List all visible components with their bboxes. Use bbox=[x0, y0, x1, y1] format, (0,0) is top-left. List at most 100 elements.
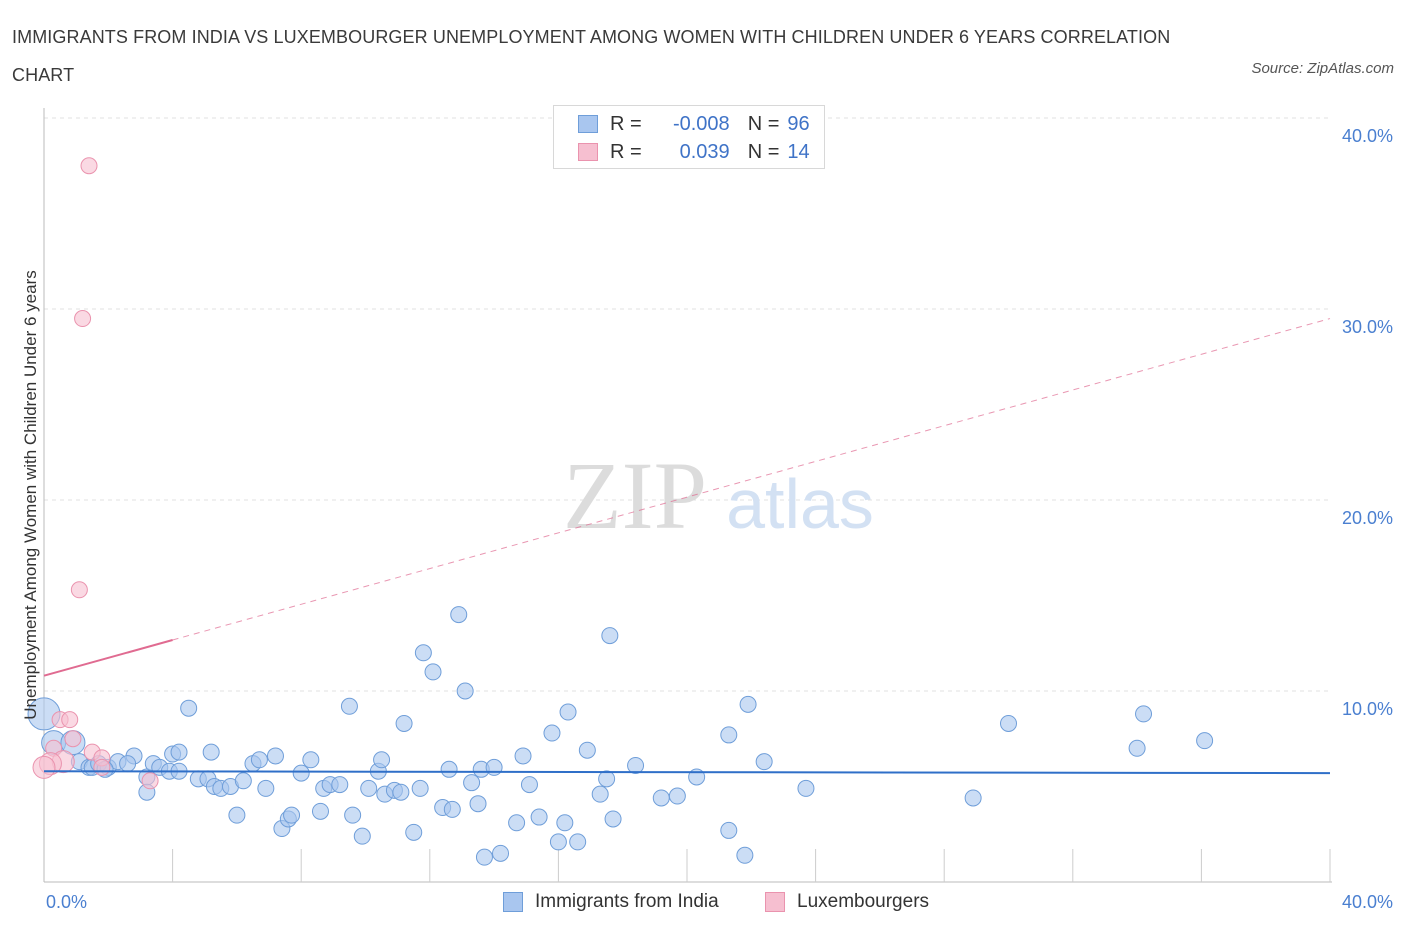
y-tick-label: 20.0% bbox=[1342, 508, 1393, 528]
lux-trend-line-dashed bbox=[172, 318, 1331, 641]
india-point bbox=[520, 776, 538, 794]
india-point bbox=[202, 743, 220, 761]
india-point bbox=[340, 697, 358, 715]
india-point bbox=[668, 787, 686, 805]
india-point bbox=[257, 779, 275, 797]
india-point bbox=[475, 848, 493, 866]
lux-point bbox=[32, 755, 56, 779]
legend-row-india: R = -0.008 N = 96 bbox=[578, 112, 810, 136]
legend-r-label: R = bbox=[610, 140, 642, 163]
india-point bbox=[556, 814, 574, 832]
bottom-legend-lux: Luxembourgers bbox=[765, 888, 929, 916]
bottom-legend-label-lux: Luxembourgers bbox=[797, 891, 930, 912]
india-point bbox=[549, 833, 567, 851]
legend-n-label: N = bbox=[747, 140, 780, 163]
stats-legend: R = -0.008 N = 96 R = 0.039 N = 14 bbox=[553, 105, 825, 169]
india-point bbox=[720, 726, 738, 744]
series-lux-points bbox=[32, 157, 159, 790]
india-point bbox=[964, 789, 982, 807]
legend-r-value: 0.039 bbox=[679, 140, 730, 163]
india-point bbox=[736, 846, 754, 864]
lux-trend-line-solid bbox=[43, 639, 173, 677]
y-axis-label: Unemployment Among Women with Children U… bbox=[21, 270, 40, 719]
india-point bbox=[180, 699, 198, 717]
lux-point bbox=[70, 581, 88, 599]
lux-point bbox=[74, 310, 92, 328]
lux-point bbox=[80, 157, 98, 175]
india-point bbox=[492, 844, 510, 862]
y-tick-label: 30.0% bbox=[1342, 317, 1393, 337]
india-point bbox=[463, 774, 481, 792]
x-tick-label: 40.0% bbox=[1342, 892, 1393, 912]
india-point bbox=[283, 806, 301, 824]
india-point bbox=[450, 606, 468, 624]
india-point bbox=[601, 627, 619, 645]
india-point bbox=[1135, 705, 1153, 723]
india-point bbox=[170, 743, 188, 761]
lux-point bbox=[93, 758, 111, 776]
india-point bbox=[395, 714, 413, 732]
india-point bbox=[1128, 739, 1146, 757]
india-point bbox=[250, 751, 268, 769]
bottom-legend-swatch-lux bbox=[765, 892, 785, 912]
india-point bbox=[530, 808, 548, 826]
india-point bbox=[331, 776, 349, 794]
india-point bbox=[119, 755, 137, 773]
legend-n-value: 14 bbox=[787, 140, 810, 163]
series-india-points bbox=[27, 606, 1214, 866]
india-trend-line bbox=[43, 770, 1331, 775]
india-point bbox=[411, 779, 429, 797]
india-point bbox=[514, 747, 532, 765]
axes bbox=[43, 108, 1332, 883]
india-point bbox=[266, 747, 284, 765]
india-point bbox=[591, 785, 609, 803]
india-point bbox=[311, 802, 329, 820]
india-point bbox=[469, 795, 487, 813]
legend-n-label: N = bbox=[747, 112, 780, 135]
bottom-legend-india: Immigrants from India bbox=[503, 888, 719, 916]
india-point bbox=[405, 823, 423, 841]
india-point bbox=[755, 753, 773, 771]
legend-row-lux: R = 0.039 N = 14 bbox=[578, 140, 810, 164]
gridlines bbox=[44, 117, 1330, 692]
india-point bbox=[443, 800, 461, 818]
india-point bbox=[627, 756, 645, 774]
india-point bbox=[739, 695, 757, 713]
x-tick-label: 0.0% bbox=[46, 892, 87, 912]
legend-r-value: -0.008 bbox=[672, 112, 730, 135]
india-point bbox=[414, 644, 432, 662]
watermark-zip: ZIP bbox=[563, 442, 707, 549]
india-point bbox=[424, 663, 442, 681]
india-point bbox=[1000, 714, 1017, 732]
india-point bbox=[353, 827, 371, 845]
india-point bbox=[292, 764, 310, 782]
india-point bbox=[360, 779, 378, 797]
india-point bbox=[456, 682, 474, 700]
india-point bbox=[720, 821, 738, 839]
india-point bbox=[598, 770, 616, 788]
trend-lines bbox=[43, 318, 1331, 775]
india-point bbox=[578, 741, 596, 759]
chart-title: IMMIGRANTS FROM INDIA VS LUXEMBOURGER UN… bbox=[12, 27, 1171, 85]
bottom-legend-label-india: Immigrants from India bbox=[535, 891, 719, 912]
legend-swatch-lux bbox=[578, 143, 598, 161]
india-point bbox=[543, 724, 561, 742]
india-point bbox=[373, 751, 391, 769]
india-point bbox=[344, 806, 362, 824]
india-point bbox=[485, 758, 503, 776]
source-credit: Source: ZipAtlas.com bbox=[1251, 60, 1394, 77]
india-point bbox=[797, 779, 815, 797]
india-point bbox=[508, 814, 526, 832]
lux-point bbox=[61, 711, 79, 729]
y-tick-label: 10.0% bbox=[1342, 699, 1393, 719]
india-point bbox=[228, 806, 246, 824]
y-tick-label: 40.0% bbox=[1342, 126, 1393, 146]
india-point bbox=[652, 789, 670, 807]
india-point bbox=[392, 783, 410, 801]
legend-r-label: R = bbox=[610, 112, 642, 135]
lux-point bbox=[141, 772, 159, 790]
india-point bbox=[569, 833, 587, 851]
legend-swatch-india bbox=[578, 115, 598, 133]
watermark-atlas: atlas bbox=[726, 465, 874, 543]
